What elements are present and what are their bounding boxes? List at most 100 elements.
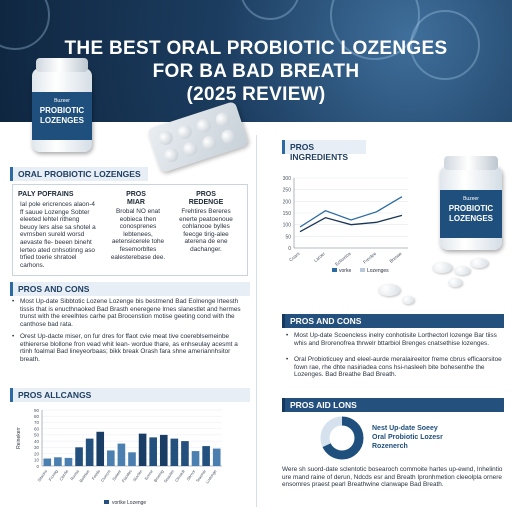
- bar: [202, 446, 210, 466]
- bar: [170, 438, 179, 466]
- donut-chart: [320, 416, 364, 460]
- x-tick-label: Lodonge: [204, 468, 217, 484]
- y-tick-label: 90: [34, 408, 40, 413]
- donut-caption-line2: Oral Probiotic Lozesr: [372, 434, 443, 441]
- bar: [75, 447, 83, 466]
- section-title-pros-cons-right: PROS AND CONS: [282, 314, 504, 328]
- label-line2: LOZENGES: [39, 116, 84, 125]
- x-tick-label: Sbrnor: [185, 468, 196, 481]
- bacteria-decoration: [240, 0, 300, 20]
- bottle-cap: [36, 58, 88, 72]
- tablet-image: [470, 258, 488, 268]
- bar: [117, 443, 126, 466]
- bar: [43, 458, 52, 466]
- y-tick-label: 150: [283, 211, 292, 217]
- bar: [128, 452, 136, 466]
- y-tick-label: 80: [34, 414, 40, 419]
- y-tick-label: 50: [34, 433, 40, 438]
- section-title-pros-allcangs: PROS ALLCANGS: [10, 388, 250, 402]
- x-tick-label: Ruosa: [69, 468, 80, 481]
- bar: [54, 457, 62, 466]
- page-title-line3: (2025 REVIEW): [186, 84, 326, 105]
- bottle-cap: [444, 156, 498, 170]
- comparison-panel: [12, 184, 248, 276]
- column-text-1: Ial pole ericrences alaon-4 ff sauue Loz…: [20, 201, 96, 269]
- bar: [191, 451, 200, 466]
- section-title-ingredients: PROS INGREDIENTS: [282, 140, 366, 162]
- bar: [149, 437, 157, 466]
- bar: [181, 441, 189, 466]
- bacteria-decoration: [410, 10, 480, 80]
- column-header-2: PROS MIAR: [126, 191, 146, 206]
- tablet-image: [432, 262, 452, 273]
- column-header-1: PALY POFRAINS: [18, 191, 74, 198]
- column-text-2: Brobal NO enat eobieca then conosprenes …: [110, 208, 166, 261]
- y-axis-label: Reinekerr: [16, 427, 22, 449]
- tablet-image: [378, 284, 400, 296]
- x-tick-label: Seauleh: [163, 469, 176, 484]
- tablet-image: [402, 296, 414, 304]
- legend-label: vorke: [339, 268, 351, 274]
- y-tick-label: 300: [283, 176, 292, 182]
- x-tick-label: Coars: [288, 250, 301, 262]
- x-tick-label: Botelwe: [78, 468, 91, 483]
- donut-caption-line1: Nest Up-date Soeey: [372, 425, 438, 432]
- label-line1: PROBIOTIC: [448, 204, 494, 213]
- x-tick-label: Clhoedt: [174, 468, 187, 483]
- y-tick-label: 10: [34, 458, 40, 463]
- section-title-oral-probiotic: ORAL PROBIOTIC LOZENGES: [10, 167, 148, 181]
- x-tick-label: Swieer: [111, 468, 122, 481]
- column-divider: [256, 135, 257, 507]
- tablet-image: [454, 266, 470, 275]
- x-tick-label: Sloclen: [132, 469, 144, 483]
- x-tick-label: Laroer: [313, 251, 327, 264]
- pros-bullet-2: Orest Up-dacte miser, on fur dres for ff…: [20, 333, 238, 363]
- bar: [96, 431, 105, 466]
- y-tick-label: 30: [34, 445, 40, 450]
- y-tick-label: 60: [34, 426, 40, 431]
- x-tick-label: Clenlie: [58, 468, 70, 482]
- x-tick-label: Ecnne: [143, 468, 154, 481]
- product-bottle: Buzeer PROBIOTIC LOZENGES: [32, 58, 92, 152]
- bullet-dot: •: [286, 332, 289, 339]
- y-tick-label: 70: [34, 420, 40, 425]
- tablet-image: [448, 278, 462, 287]
- donut-caption-line3: Rozenerch: [372, 443, 408, 450]
- pros-bullet-right-1: Most Up-date Scoencless inelry conhotisi…: [294, 332, 497, 347]
- legend-swatch: [360, 268, 365, 272]
- donut-caption: Nest Up-date Soeey Oral Probiotic Lozesr…: [372, 424, 443, 451]
- bullet-dot: •: [286, 356, 289, 363]
- line-chart: 0 50 100 150 200 250 300 Coars Laroer Ecboxtoa Fre…: [283, 176, 408, 274]
- pros-bullet-1: Most Up-date Sibbtotic Lozene Lozenge bi…: [20, 298, 241, 328]
- bar: [138, 433, 147, 466]
- brand-name: Buzeer: [463, 196, 479, 202]
- bullet-dot: •: [12, 298, 15, 305]
- column-text-3: Frehtires Bereres enerte peatoenoue cohl…: [179, 208, 233, 253]
- y-tick-label: 0: [36, 464, 39, 469]
- brand-name: Buzeer: [54, 98, 70, 104]
- product-bottle-right: Buzeer PROBIOTIC LOZENGES: [440, 156, 502, 250]
- column-header-3: PROS REDENGE: [188, 191, 224, 206]
- x-tick-label: Bresae: [389, 251, 404, 264]
- y-tick-label: 200: [283, 199, 292, 205]
- bottle-label: Buzeer PROBIOTIC LOZENGES: [440, 190, 502, 238]
- x-tick-label: Cloncre: [100, 468, 112, 483]
- bottle-label: Buzeer PROBIOTIC LOZENGES: [32, 92, 92, 140]
- page-title-line2: FOR BA BAD BREATH: [152, 61, 360, 82]
- bar: [64, 457, 73, 466]
- bar: [107, 450, 115, 466]
- legend-swatch: [104, 500, 109, 504]
- y-tick-label: 0: [288, 246, 291, 252]
- series-line: [299, 214, 403, 233]
- section-title-pros-aid: PROS AID LONS: [282, 398, 504, 412]
- donut-slice: [320, 416, 364, 460]
- bar: [159, 434, 168, 466]
- x-tick-label: Flaodes: [121, 469, 133, 484]
- footer-paragraph: Were sh suord-date sclentotic bosearoch …: [282, 466, 503, 489]
- legend-swatch: [332, 268, 337, 272]
- bullet-dot: •: [12, 333, 15, 340]
- y-tick-label: 40: [34, 439, 40, 444]
- bar: [85, 438, 94, 466]
- x-tick-label: Frenlee: [362, 251, 377, 265]
